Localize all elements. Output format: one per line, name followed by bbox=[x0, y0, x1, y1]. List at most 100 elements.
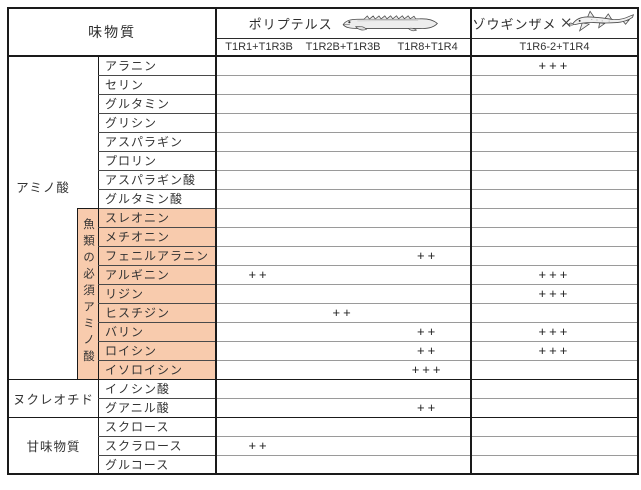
response-value-cell bbox=[215, 113, 301, 133]
subcategory-cell: 魚類の必須アミノ酸 bbox=[76, 208, 99, 380]
response-value-cell: +++ bbox=[385, 360, 471, 380]
table-row: アスパラギン酸 bbox=[8, 170, 638, 190]
category-cell: アミノ酸 bbox=[8, 56, 78, 380]
response-value-cell bbox=[385, 132, 471, 152]
response-value-cell bbox=[215, 341, 301, 361]
substance-name-cell: アルギニン bbox=[98, 265, 217, 285]
elephant-shark-label: ゾウギンザメ bbox=[472, 16, 557, 32]
response-value-cell bbox=[300, 284, 386, 304]
response-value-cell bbox=[300, 436, 386, 456]
response-value-cell bbox=[300, 322, 386, 342]
response-value-cell bbox=[215, 379, 301, 399]
response-value-cell bbox=[300, 398, 386, 418]
response-value-cell: +++ bbox=[469, 56, 638, 76]
response-value-cell bbox=[215, 75, 301, 95]
response-value-cell bbox=[469, 398, 638, 418]
response-value-cell bbox=[215, 170, 301, 190]
response-value-cell bbox=[215, 360, 301, 380]
table-row: プロリン bbox=[8, 151, 638, 171]
response-value-cell bbox=[215, 132, 301, 152]
table-row: イソロイシン +++ bbox=[8, 360, 638, 380]
table-row: フェニルアラニン ++ bbox=[8, 246, 638, 266]
substance-name-cell: グルタミン酸 bbox=[98, 189, 217, 209]
table-row: アミノ酸 アラニン +++ bbox=[8, 56, 638, 380]
response-value-cell bbox=[385, 227, 471, 247]
response-value-cell bbox=[300, 189, 386, 209]
response-value-cell bbox=[385, 151, 471, 171]
response-value-cell bbox=[300, 94, 386, 114]
response-value-cell: +++ bbox=[469, 341, 638, 361]
table-row: グルコース bbox=[8, 455, 638, 475]
subcategory-spacer bbox=[77, 56, 99, 209]
substance-name-cell: アスパラギン酸 bbox=[98, 170, 217, 190]
response-value-cell bbox=[385, 455, 471, 475]
response-value-cell bbox=[300, 132, 386, 152]
response-value-cell: +++ bbox=[469, 322, 638, 342]
response-value-cell: ++ bbox=[215, 436, 301, 456]
response-value-cell bbox=[385, 94, 471, 114]
response-value-cell bbox=[215, 417, 301, 437]
response-value-cell bbox=[385, 189, 471, 209]
response-value-cell bbox=[300, 170, 386, 190]
response-value-cell bbox=[300, 417, 386, 437]
substance-name-cell: スクラロース bbox=[98, 436, 217, 456]
response-value-cell bbox=[300, 227, 386, 247]
response-value-cell: ++ bbox=[300, 303, 386, 323]
table-row: アスパラギン bbox=[8, 132, 638, 152]
response-value-cell bbox=[215, 227, 301, 247]
taste-receptor-table-figure: 味物質 ポリプテルス bbox=[0, 7, 641, 490]
taste-substance-header: 味物質 bbox=[8, 8, 218, 57]
response-value-cell bbox=[385, 303, 471, 323]
substance-name-cell: アスパラギン bbox=[98, 132, 217, 152]
receptor-header-t1r8-t1r4: T1R8+T1R4 bbox=[385, 38, 471, 57]
substance-name-cell: ロイシン bbox=[98, 341, 217, 361]
response-value-cell bbox=[215, 398, 301, 418]
table-row: スクラロース ++ bbox=[8, 436, 638, 456]
response-value-cell bbox=[469, 379, 638, 399]
substance-name-cell: グルタミン bbox=[98, 94, 217, 114]
receptor-header-row: T1R1+T1R3B T1R2B+T1R3B T1R8+T1R4 T1R6-2+… bbox=[8, 38, 638, 57]
response-value-cell bbox=[300, 113, 386, 133]
table-row: ヒスチジン ++ bbox=[8, 303, 638, 323]
substance-name-cell: イノシン酸 bbox=[98, 379, 217, 399]
response-value-cell bbox=[300, 379, 386, 399]
receptor-header-t1r1-t1r3b: T1R1+T1R3B bbox=[215, 38, 301, 57]
subcategory-label: 魚類の必須アミノ酸 bbox=[81, 217, 94, 367]
response-value-cell bbox=[385, 379, 471, 399]
substance-name-cell: バリン bbox=[98, 322, 217, 342]
table-row: セリン bbox=[8, 75, 638, 95]
response-value-cell bbox=[215, 94, 301, 114]
response-value-cell bbox=[469, 303, 638, 323]
response-value-cell bbox=[469, 208, 638, 228]
substance-name-cell: メチオニン bbox=[98, 227, 217, 247]
response-value-cell bbox=[215, 208, 301, 228]
response-value-cell bbox=[469, 151, 638, 171]
elephant-shark-icon bbox=[562, 10, 635, 33]
response-value-cell bbox=[300, 246, 386, 266]
table-row: 甘味物質 スクロース bbox=[8, 417, 638, 475]
response-value-cell: ++ bbox=[385, 398, 471, 418]
table-row: グアニル酸 ++ bbox=[8, 398, 638, 418]
species-header-row: 味物質 ポリプテルス bbox=[8, 8, 638, 57]
substance-name-cell: セリン bbox=[98, 75, 217, 95]
response-value-cell bbox=[300, 56, 386, 76]
substance-name-cell: プロリン bbox=[98, 151, 217, 171]
response-value-cell bbox=[215, 455, 301, 475]
response-value-cell bbox=[469, 113, 638, 133]
response-value-cell bbox=[385, 170, 471, 190]
table-row: ヌクレオチド イノシン酸 bbox=[8, 379, 638, 418]
response-value-cell bbox=[385, 208, 471, 228]
response-value-cell bbox=[469, 360, 638, 380]
response-value-cell bbox=[385, 284, 471, 304]
response-value-cell bbox=[469, 75, 638, 95]
table-row: グルタミン bbox=[8, 94, 638, 114]
response-value-cell bbox=[385, 265, 471, 285]
response-value-cell bbox=[300, 265, 386, 285]
substance-name-cell: リジン bbox=[98, 284, 217, 304]
table-row: 魚類の必須アミノ酸 スレオニン bbox=[8, 208, 638, 380]
response-value-cell bbox=[215, 322, 301, 342]
taste-substance-table: 味物質 ポリプテルス bbox=[7, 7, 639, 475]
response-value-cell bbox=[469, 417, 638, 437]
substance-name-cell: フェニルアラニン bbox=[98, 246, 217, 266]
response-value-cell bbox=[385, 113, 471, 133]
